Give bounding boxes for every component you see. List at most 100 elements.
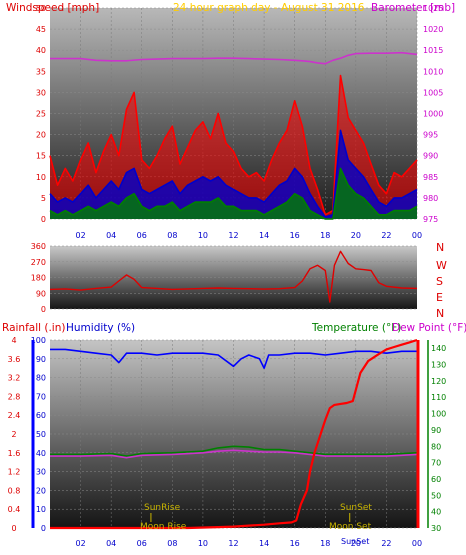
- compass-label-n-bottom: N: [436, 307, 444, 320]
- temperature-axis-title: Temperature (°F): [311, 322, 401, 334]
- humidity-y-tick: 0: [41, 524, 46, 533]
- barometer-line: [50, 51, 418, 65]
- barometer-y-tick: 975: [423, 215, 438, 224]
- compass-label-w: W: [436, 259, 447, 272]
- climate-x-tick: 06: [137, 539, 147, 548]
- temperature-y-tick: 70: [431, 459, 441, 468]
- temperature-y-tick: 30: [431, 524, 441, 533]
- sunset-label: SunSet: [340, 503, 372, 513]
- barometer-y-tick: 1005: [423, 88, 443, 97]
- wind-x-tick: 20: [351, 231, 361, 240]
- temperature-line: [50, 445, 418, 457]
- barometer-y-tick: 990: [423, 152, 438, 161]
- rain-y-tick: 3.6: [8, 355, 21, 364]
- humidity-axis-title: Humidity (%): [66, 322, 135, 334]
- wind-y-tick: 10: [36, 173, 46, 182]
- humidity-y-tick: 100: [31, 336, 46, 345]
- wind-y-tick: 45: [36, 25, 46, 34]
- winddir-y-tick: 90: [36, 289, 46, 298]
- sunrise-label: SunRise: [144, 503, 181, 513]
- climate-x-tick: 04: [106, 539, 116, 548]
- humidity-y-tick: 80: [36, 374, 46, 383]
- barometer-y-tick: 1000: [423, 110, 443, 119]
- rain-y-tick: 2: [11, 430, 16, 439]
- barometer-y-tick: 1025: [423, 4, 443, 13]
- wind-y-tick: 25: [36, 110, 46, 119]
- rainfall-line: [50, 338, 418, 530]
- rain-y-tick: 1.2: [8, 468, 21, 477]
- wind-y-tick: 5: [41, 194, 46, 203]
- wind-direction-line: [49, 250, 418, 303]
- moonrise-label: Moon Rise: [140, 522, 187, 532]
- humidity-y-tick: 90: [36, 355, 46, 364]
- wind-x-tick: 08: [167, 231, 177, 240]
- barometer-y-tick: 1010: [423, 67, 443, 76]
- rain-y-tick: 2.8: [8, 392, 21, 401]
- climate-x-tick: 02: [75, 539, 85, 548]
- winddir-panel-background: [50, 246, 417, 309]
- wind-x-tick: 12: [228, 231, 238, 240]
- winddir-y-tick: 360: [31, 242, 46, 251]
- rain-y-tick: 0.4: [8, 505, 21, 514]
- sunset-bottom-label: SunSet: [341, 537, 369, 546]
- rain-y-tick: 2.4: [8, 411, 21, 420]
- winddir-y-tick: 180: [31, 274, 46, 283]
- compass-label-s: S: [436, 275, 443, 288]
- wind-x-tick: 14: [259, 231, 269, 240]
- wind-y-tick: 50: [36, 4, 46, 13]
- temperature-y-tick: 140: [431, 344, 446, 353]
- dewpoint-line: [50, 449, 418, 459]
- wind-y-tick: 0: [41, 215, 46, 224]
- wind-x-tick: 04: [106, 231, 116, 240]
- chart-title: 24 hour graph day - August 31 2016: [173, 2, 365, 14]
- compass-label-n-top: N: [436, 241, 444, 254]
- wind-y-tick: 40: [36, 46, 46, 55]
- temperature-y-tick: 60: [431, 475, 441, 484]
- wind-avg-area: [50, 130, 417, 219]
- temperature-y-tick: 100: [431, 410, 446, 419]
- barometer-y-tick: 1020: [423, 25, 443, 34]
- temperature-y-tick: 40: [431, 508, 441, 517]
- temperature-y-tick: 50: [431, 491, 441, 500]
- series-layer: [49, 51, 418, 530]
- temperature-y-tick: 130: [431, 361, 446, 370]
- rainfall-axis-title: Rainfall (.in): [2, 322, 65, 334]
- wind-x-tick: 18: [320, 231, 330, 240]
- humidity-y-tick: 10: [36, 505, 46, 514]
- barometer-y-tick: 1015: [423, 46, 443, 55]
- wind-y-tick: 30: [36, 88, 46, 97]
- winddir-y-tick: 270: [31, 258, 46, 267]
- barometer-axis-title: Barometer [mb]: [371, 2, 455, 14]
- wind-gust-line: [49, 74, 418, 216]
- grid-lines: [50, 7, 418, 529]
- barometer-y-tick: 985: [423, 173, 438, 182]
- wind-x-tick: 16: [290, 231, 300, 240]
- dewpoint-axis-title: Dew Point (°F): [392, 322, 466, 334]
- tick-label-layer: 0510152025303540455097598098599099510001…: [8, 4, 447, 548]
- wind-x-tick: 02: [75, 231, 85, 240]
- windspeed-axis-title: Windspeed [mph]: [6, 2, 99, 14]
- wind-low-line: [49, 167, 418, 220]
- wind-x-tick: 10: [198, 231, 208, 240]
- wind-gust-area: [50, 75, 417, 219]
- rain-y-tick: 4: [11, 336, 16, 345]
- climate-x-tick: 14: [259, 539, 269, 548]
- wind-y-tick: 15: [36, 152, 46, 161]
- humidity-y-tick: 30: [36, 468, 46, 477]
- wind-avg-line: [49, 129, 418, 218]
- rain-y-tick: 3.2: [8, 374, 21, 383]
- compass-label-e: E: [436, 291, 443, 304]
- climate-x-tick: 20: [351, 539, 361, 548]
- temperature-y-tick: 90: [431, 426, 441, 435]
- humidity-y-tick: 40: [36, 449, 46, 458]
- rain-y-tick: 1.6: [8, 449, 21, 458]
- temperature-y-tick: 80: [431, 442, 441, 451]
- climate-x-tick: 12: [228, 539, 238, 548]
- climate-x-tick: 08: [167, 539, 177, 548]
- barometer-y-tick: 995: [423, 131, 438, 140]
- humidity-y-tick: 70: [36, 392, 46, 401]
- temperature-y-tick: 120: [431, 377, 446, 386]
- climate-x-tick: 22: [381, 539, 391, 548]
